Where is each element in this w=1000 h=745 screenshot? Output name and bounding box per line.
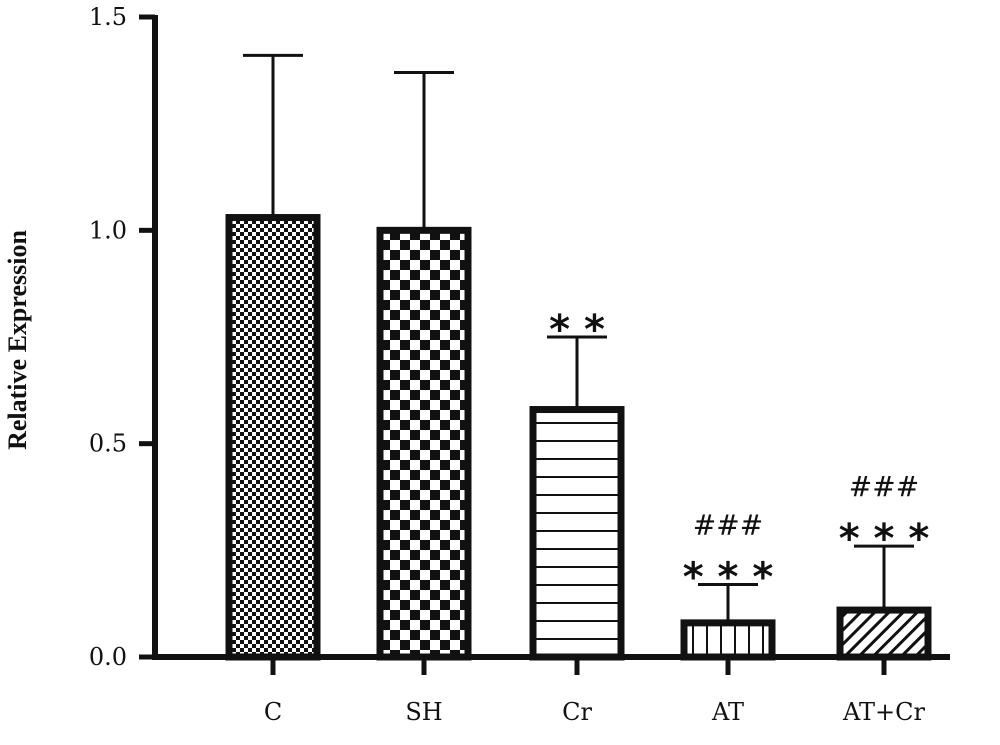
significance-hash-2: ###	[849, 470, 919, 503]
bar-AT+Cr	[836, 606, 932, 661]
significance-stars-1: * * *	[683, 554, 774, 600]
x-tick-label-1: SH	[405, 698, 442, 726]
plot-area: 0.0 0.5 1.0 1.5 C SH Cr AT AT+Cr * * * * * ### * * *…	[89, 3, 950, 726]
bar-AT	[680, 619, 776, 661]
bar-Cr	[529, 406, 625, 661]
x-tick-label-4: AT+Cr	[842, 698, 926, 726]
bar-SH	[376, 226, 472, 661]
x-tick-label-2: Cr	[562, 698, 592, 726]
significance-stars-2: * * *	[839, 516, 930, 562]
bar-C	[225, 214, 321, 661]
y-tick-label-1: 0.5	[89, 430, 127, 458]
significance-stars-0: * *	[549, 307, 605, 353]
x-tick-label-3: AT	[711, 698, 744, 726]
y-tick-label-2: 1.0	[89, 216, 127, 244]
significance-hash-1: ###	[693, 508, 763, 541]
y-axis-title: Relative Expression	[3, 230, 32, 450]
y-tick-label-3: 1.5	[89, 3, 127, 31]
y-tick-label-0: 0.0	[89, 643, 127, 671]
x-tick-label-0: C	[264, 698, 282, 726]
